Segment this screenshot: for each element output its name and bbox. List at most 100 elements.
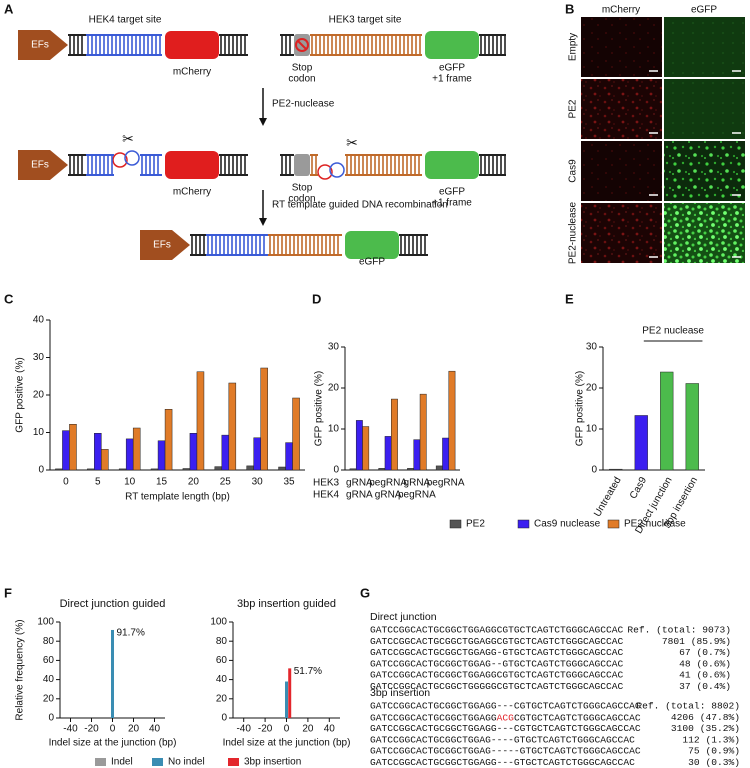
x-tick-label: 0 — [284, 724, 290, 735]
bar — [634, 415, 648, 471]
x-axis-label: Indel size at the junction (bp) — [223, 738, 351, 749]
read-count: 3100 (35.2%) — [671, 723, 740, 734]
x-axis-label: RT template length (bp) — [125, 492, 230, 503]
legend-swatch — [95, 758, 106, 766]
micrograph — [664, 79, 745, 139]
y-tick-label: 60 — [216, 655, 228, 666]
y-tick-label: 40 — [216, 674, 228, 685]
y-axis-label: GFP positive (%) — [15, 357, 26, 432]
bar — [442, 437, 450, 471]
panel-label: D — [312, 291, 321, 306]
nick-mark — [124, 150, 140, 166]
micrograph — [581, 17, 662, 77]
y-axis-label: GFP positive (%) — [575, 371, 586, 446]
sequence: GATCCGGCACTGCGGCTGGAGG---CGTGCTCAGTCTGGG… — [370, 701, 641, 712]
sequence-part: GATCCGGCACTGCGGCTGGAGG — [370, 712, 497, 723]
bar — [164, 409, 173, 471]
bar — [150, 468, 159, 471]
step-arrow — [259, 118, 267, 126]
sequence-part: CGTGCTCAGTCTGGGCAGCCAC — [514, 712, 641, 723]
bar — [413, 439, 421, 471]
bar — [87, 468, 95, 471]
gene-label: mCherry — [173, 187, 211, 198]
read-count: 37 (0.4%) — [679, 681, 731, 692]
y-tick-label: 60 — [43, 655, 55, 666]
y-tick-label: 0 — [591, 465, 597, 476]
y-tick-label: 0 — [38, 465, 44, 476]
bar — [362, 426, 370, 471]
annotation: PE2 nuclease — [642, 326, 704, 337]
x-tick-label: pegRNA — [398, 490, 436, 501]
y-tick-label: 30 — [33, 352, 45, 363]
y-tick-label: 100 — [37, 617, 54, 628]
panel-label: G — [360, 585, 370, 600]
stop-label: codon — [288, 74, 315, 85]
legend-swatch — [152, 758, 163, 766]
legend-label: No indel — [168, 757, 205, 768]
x-tick-label: 20 — [188, 477, 200, 488]
x-tick-label: gRNA — [346, 490, 373, 501]
sequence-part: ACG — [497, 712, 515, 723]
promoter-arrow — [18, 30, 68, 60]
y-tick-label: 20 — [33, 390, 45, 401]
gene-label: eGFP — [359, 257, 385, 268]
sequence: GATCCGGCACTGCGGCTGGAGGACGCGTGCTCAGTCTGGG… — [370, 712, 641, 723]
y-tick-label: 80 — [43, 636, 55, 647]
y-tick-label: 20 — [216, 693, 228, 704]
site-label: HEK3 target site — [329, 15, 402, 26]
x-tick-label: -40 — [236, 724, 251, 735]
read-count: 67 (0.7%) — [679, 647, 731, 658]
legend-label: 3bp insertion — [244, 757, 301, 768]
bar — [182, 468, 191, 471]
y-tick-label: 10 — [586, 424, 598, 435]
legend-swatch — [517, 519, 530, 529]
sequence: GATCCGGCACTGCGGCTGGAGG---GTGCTCAGTCTGGGC… — [370, 757, 635, 768]
bar — [292, 397, 300, 471]
bar — [189, 433, 198, 471]
promoter-arrow — [18, 150, 68, 180]
bar — [246, 465, 254, 471]
scissors-icon: ✂ — [346, 135, 358, 151]
promoter-arrow — [140, 230, 190, 260]
read-count: 48 (0.6%) — [679, 658, 731, 669]
read-count: 112 (1.3%) — [682, 734, 740, 745]
promoter-label: EFs — [153, 240, 171, 251]
bar — [278, 466, 286, 471]
y-tick-label: 10 — [328, 424, 340, 435]
promoter-label: EFs — [31, 160, 49, 171]
y-tick-label: 40 — [33, 315, 45, 326]
micrograph — [664, 17, 745, 77]
bar — [660, 371, 674, 471]
bar — [419, 393, 427, 471]
bar — [111, 629, 114, 718]
x-tick-label: 20 — [302, 724, 314, 735]
micrograph — [581, 203, 662, 263]
egfp-box — [345, 231, 399, 259]
bar — [125, 438, 134, 471]
microscopy: mCherry eGFP Empty PE2 Cas9 PE2-nuclease — [568, 5, 745, 264]
y-axis-label: Relative frequency (%) — [15, 619, 26, 720]
y-tick-label: 20 — [586, 383, 598, 394]
micrograph — [581, 141, 662, 201]
bar — [349, 468, 357, 471]
x-tick-label: 20 — [128, 724, 140, 735]
y-tick-label: 40 — [43, 674, 55, 685]
x-tick-label: pegRNA — [427, 478, 465, 489]
x-tick-label: Cas9 — [628, 475, 649, 501]
x-tick-label: -20 — [258, 724, 273, 735]
bar — [285, 681, 288, 718]
panel-label: A — [4, 1, 14, 16]
row-label: Empty — [568, 33, 579, 61]
legend-swatch — [607, 519, 620, 529]
gene-label: eGFP — [439, 63, 465, 74]
bar — [157, 440, 166, 471]
x-tick-label: 40 — [149, 724, 161, 735]
bar — [69, 424, 77, 471]
gene-label: mCherry — [173, 67, 211, 78]
y-tick-label: 0 — [333, 465, 339, 476]
micrograph — [664, 141, 745, 201]
x-tick-label: -40 — [63, 724, 78, 735]
bar — [55, 468, 63, 471]
x-tick-label: 0 — [63, 477, 69, 488]
y-axis-label: GFP positive (%) — [314, 371, 325, 446]
